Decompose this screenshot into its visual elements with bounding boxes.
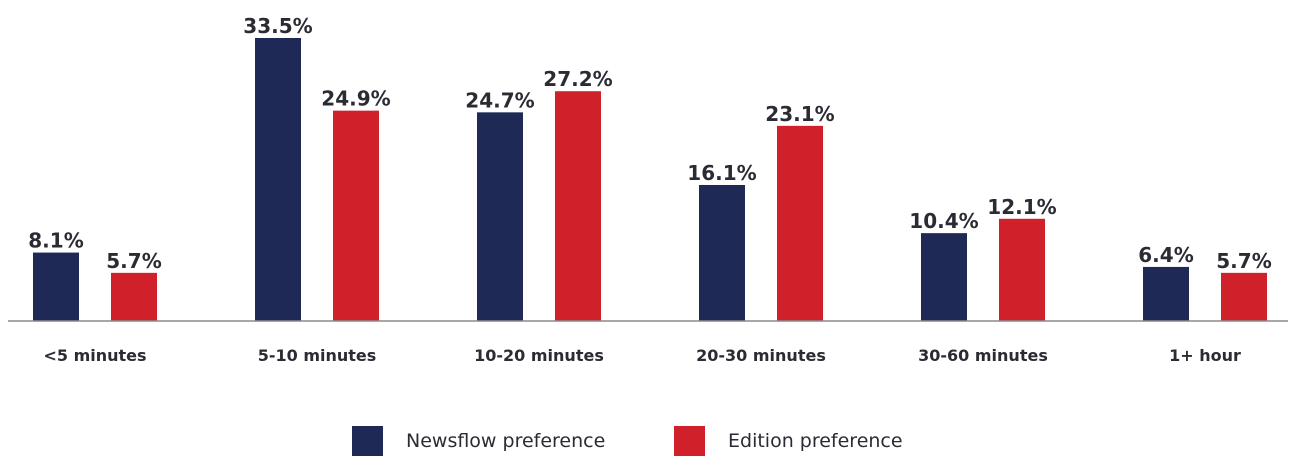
bar-newsflow-1 <box>255 38 301 321</box>
data-label-edition-0: 5.7% <box>106 249 161 273</box>
data-label-newsflow-1: 33.5% <box>243 14 312 38</box>
bar-newsflow-5 <box>1143 266 1189 321</box>
bars-layer <box>33 38 1267 322</box>
data-label-newsflow-4: 10.4% <box>909 209 978 233</box>
legend-swatch-edition <box>674 426 705 456</box>
data-label-edition-5: 5.7% <box>1216 249 1271 273</box>
x-tick-label-3: 20-30 minutes <box>696 346 826 365</box>
data-label-newsflow-2: 24.7% <box>465 88 534 112</box>
bar-newsflow-2 <box>477 112 523 321</box>
x-tick-label-5: 1+ hour <box>1169 346 1241 365</box>
bar-newsflow-0 <box>33 252 79 321</box>
data-label-edition-3: 23.1% <box>765 102 834 126</box>
bar-edition-2 <box>555 91 601 322</box>
data-label-newsflow-0: 8.1% <box>28 229 83 253</box>
x-tick-label-4: 30-60 minutes <box>918 346 1048 365</box>
data-label-edition-2: 27.2% <box>543 67 612 91</box>
data-label-edition-4: 12.1% <box>987 195 1056 219</box>
legend-swatch-newsflow <box>352 426 383 456</box>
legend-label-edition: Edition preference <box>728 430 903 452</box>
data-label-newsflow-3: 16.1% <box>687 161 756 185</box>
legend-item-edition: Edition preference <box>674 426 903 456</box>
x-tick-label-1: 5-10 minutes <box>258 346 377 365</box>
bar-edition-0 <box>111 272 157 321</box>
bar-newsflow-3 <box>699 184 745 321</box>
bar-chart: 8.1% 5.7% <5 minutes 33.5% 24.9% 5-10 minutes… <box>8 14 1288 365</box>
legend-label-newsflow: Newsflow preference <box>406 430 606 452</box>
labels-layer: 8.1% 5.7% <5 minutes 33.5% 24.9% 5-10 minutes… <box>28 14 1271 365</box>
bar-edition-3 <box>777 125 823 321</box>
data-label-newsflow-5: 6.4% <box>1138 243 1193 267</box>
x-tick-label-2: 10-20 minutes <box>474 346 604 365</box>
bar-edition-5 <box>1221 272 1267 321</box>
legend: Newsflow preference Edition preference <box>0 426 1292 456</box>
bar-edition-1 <box>333 110 379 321</box>
data-label-edition-1: 24.9% <box>321 87 390 111</box>
bar-edition-4 <box>999 218 1045 321</box>
legend-item-newsflow: Newsflow preference <box>352 426 605 456</box>
bar-newsflow-4 <box>921 233 967 321</box>
x-tick-label-0: <5 minutes <box>43 346 146 365</box>
